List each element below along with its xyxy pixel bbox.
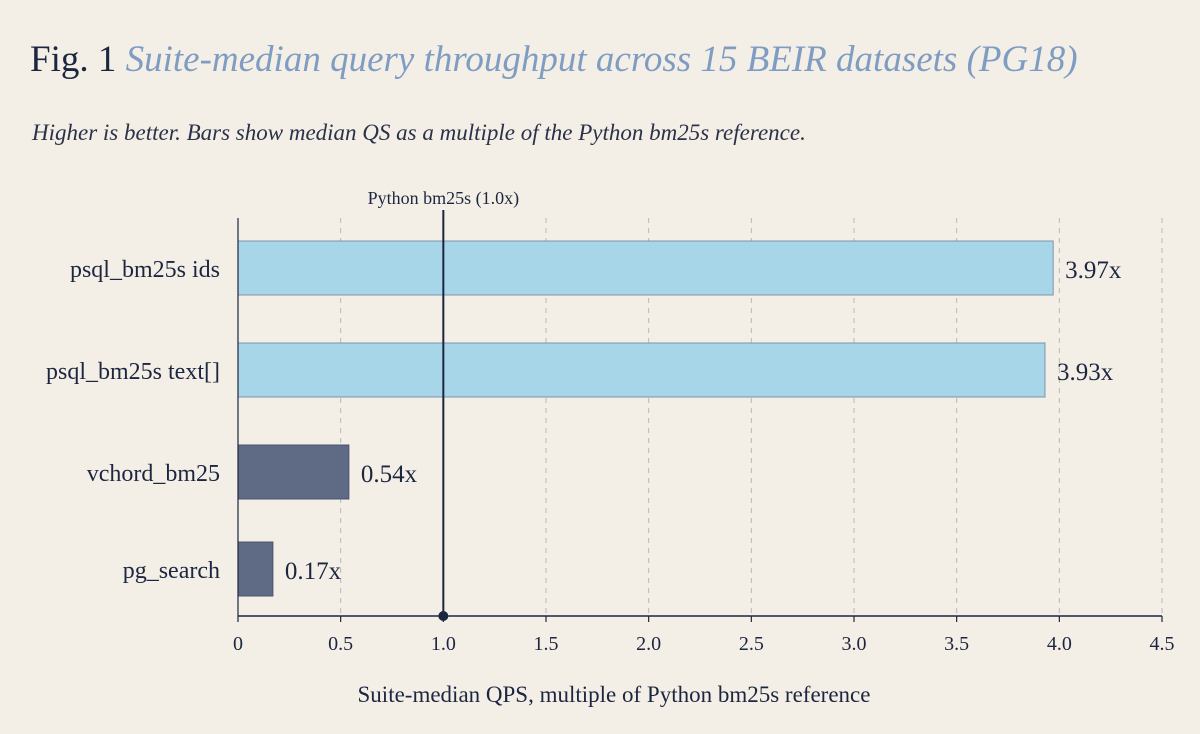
bar (237, 444, 350, 500)
x-tick-label: 1.5 (534, 633, 559, 655)
category-label: vchord_bm25 (87, 461, 220, 487)
x-tick-label: 4.0 (1047, 633, 1072, 655)
x-tick-label: 3.5 (944, 633, 969, 655)
x-tick-label: 2.0 (636, 633, 661, 655)
x-axis-label: Suite-median QPS, multiple of Python bm2… (358, 682, 871, 707)
labels: 3.97x psql_bm25s ids 3.93x psql_bm25s text[… (46, 188, 1175, 655)
x-tick-label: 0 (233, 633, 243, 655)
figure-label: Fig. 1 (30, 39, 117, 80)
x-tick-label: 1.0 (431, 633, 456, 655)
reference-marker (438, 611, 449, 621)
figure-subtitle: Higher is better. Bars show median QS as… (32, 120, 806, 145)
category-label: pg_search (123, 558, 220, 584)
bar (237, 240, 1054, 296)
figure-title: Fig. 1 Suite-median query throughput acr… (30, 36, 1078, 84)
bars (237, 240, 1054, 597)
reference-line-label: Python bm25s (1.0x) (368, 188, 520, 209)
x-tick-label: 4.5 (1150, 633, 1175, 655)
bar-value-label: 0.17x (285, 558, 342, 585)
figure-title-text: Suite-median query throughput across 15 … (125, 39, 1078, 80)
category-label: psql_bm25s text[] (46, 359, 220, 385)
bar-value-label: 3.97x (1065, 257, 1122, 284)
x-tick-label: 3.0 (842, 633, 867, 655)
bar (237, 342, 1046, 398)
bar-value-label: 0.54x (361, 461, 418, 488)
category-label: psql_bm25s ids (70, 257, 220, 283)
bar (237, 541, 274, 597)
grid-lines (340, 218, 1163, 616)
x-axis (237, 210, 1163, 622)
x-tick-label: 2.5 (739, 633, 764, 655)
bar-value-label: 3.93x (1057, 359, 1114, 386)
x-tick-label: 0.5 (328, 633, 353, 655)
